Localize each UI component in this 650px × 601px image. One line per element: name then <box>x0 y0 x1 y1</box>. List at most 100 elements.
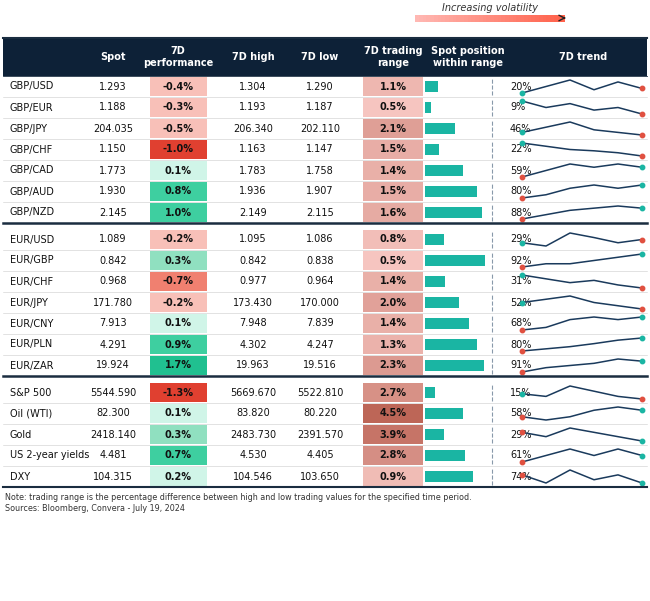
Text: 1.089: 1.089 <box>99 234 127 245</box>
Bar <box>512 14 516 22</box>
Bar <box>150 467 207 486</box>
Bar <box>463 14 467 22</box>
Text: US 2-year yields: US 2-year yields <box>10 451 90 460</box>
Text: Spot position
within range: Spot position within range <box>431 46 505 68</box>
Text: 80%: 80% <box>510 340 532 350</box>
Text: 15%: 15% <box>510 388 532 397</box>
Text: GBP/CAD: GBP/CAD <box>10 165 55 175</box>
Text: 83.820: 83.820 <box>236 409 270 418</box>
Bar <box>150 272 207 291</box>
Text: 5544.590: 5544.590 <box>90 388 136 397</box>
Bar <box>3 355 647 376</box>
Text: 0.9%: 0.9% <box>164 340 192 350</box>
Bar <box>150 161 207 180</box>
Text: -0.7%: -0.7% <box>162 276 194 287</box>
Bar <box>150 119 207 138</box>
Bar <box>363 383 423 402</box>
Text: 1.290: 1.290 <box>306 82 334 91</box>
Text: 91%: 91% <box>510 361 532 370</box>
Bar <box>3 250 647 271</box>
Text: 0.1%: 0.1% <box>164 319 192 329</box>
Bar <box>425 429 444 440</box>
Text: 0.2%: 0.2% <box>164 472 192 481</box>
Text: 0.968: 0.968 <box>99 276 127 287</box>
Text: 7D low: 7D low <box>302 52 339 62</box>
Text: 58%: 58% <box>510 409 532 418</box>
Text: GBP/JPY: GBP/JPY <box>10 123 48 133</box>
Text: 4.302: 4.302 <box>239 340 266 350</box>
Bar <box>363 98 423 117</box>
Bar <box>456 14 460 22</box>
Bar <box>554 14 558 22</box>
Bar <box>425 81 438 92</box>
Bar <box>425 144 439 155</box>
Bar <box>425 339 477 350</box>
Text: 1.147: 1.147 <box>306 144 334 154</box>
Bar <box>3 376 647 382</box>
Text: 31%: 31% <box>510 276 532 287</box>
Text: 92%: 92% <box>510 255 532 266</box>
Text: 1.5%: 1.5% <box>380 186 406 197</box>
Text: 2.1%: 2.1% <box>380 123 406 133</box>
Text: 1.783: 1.783 <box>239 165 266 175</box>
Text: GBP/NZD: GBP/NZD <box>10 207 55 218</box>
Bar <box>363 425 423 444</box>
Text: 1.163: 1.163 <box>239 144 266 154</box>
Bar <box>546 14 550 22</box>
Text: S&P 500: S&P 500 <box>10 388 51 397</box>
Text: Increasing volatility: Increasing volatility <box>442 3 538 13</box>
Bar <box>426 14 430 22</box>
Bar <box>425 318 469 329</box>
Text: Oil (WTI): Oil (WTI) <box>10 409 52 418</box>
Bar <box>509 14 512 22</box>
Bar <box>3 229 647 250</box>
Text: 61%: 61% <box>510 451 532 460</box>
Text: 2.7%: 2.7% <box>380 388 406 397</box>
Bar <box>150 425 207 444</box>
Text: 1.150: 1.150 <box>99 144 127 154</box>
Text: 4.405: 4.405 <box>306 451 334 460</box>
Bar <box>422 14 426 22</box>
Text: 0.5%: 0.5% <box>380 255 406 266</box>
Bar <box>543 14 546 22</box>
Bar <box>363 356 423 375</box>
Bar <box>425 234 444 245</box>
Bar <box>3 160 647 181</box>
Text: -0.2%: -0.2% <box>162 297 194 308</box>
Text: 80%: 80% <box>510 186 532 197</box>
Bar <box>539 14 543 22</box>
Bar <box>3 403 647 424</box>
Text: EUR/ZAR: EUR/ZAR <box>10 361 53 370</box>
Text: 46%: 46% <box>510 123 532 133</box>
Text: 7D trading
range: 7D trading range <box>364 46 423 68</box>
Bar <box>425 297 459 308</box>
Text: GBP/AUD: GBP/AUD <box>10 186 55 197</box>
Text: 4.291: 4.291 <box>99 340 127 350</box>
Bar <box>3 424 647 445</box>
Text: 0.3%: 0.3% <box>164 430 192 439</box>
Bar <box>3 445 647 466</box>
Bar <box>363 314 423 333</box>
Bar <box>363 161 423 180</box>
Bar <box>150 98 207 117</box>
Bar <box>3 271 647 292</box>
Text: 1.293: 1.293 <box>99 82 127 91</box>
Bar <box>363 335 423 354</box>
Text: 29%: 29% <box>510 234 532 245</box>
Bar <box>524 14 528 22</box>
Text: 2.8%: 2.8% <box>380 451 406 460</box>
Bar <box>3 202 647 223</box>
Text: 20%: 20% <box>510 82 532 91</box>
Text: 1.773: 1.773 <box>99 165 127 175</box>
Text: 19.516: 19.516 <box>303 361 337 370</box>
Text: 204.035: 204.035 <box>93 123 133 133</box>
Text: Note: trading range is the percentage difference between high and low trading va: Note: trading range is the percentage di… <box>5 493 472 502</box>
Text: 0.7%: 0.7% <box>164 451 192 460</box>
Text: GBP/EUR: GBP/EUR <box>10 103 53 112</box>
Bar <box>363 203 423 222</box>
Text: 52%: 52% <box>510 297 532 308</box>
Bar <box>363 140 423 159</box>
Text: 2483.730: 2483.730 <box>230 430 276 439</box>
Bar <box>3 38 647 76</box>
Text: 0.964: 0.964 <box>306 276 333 287</box>
